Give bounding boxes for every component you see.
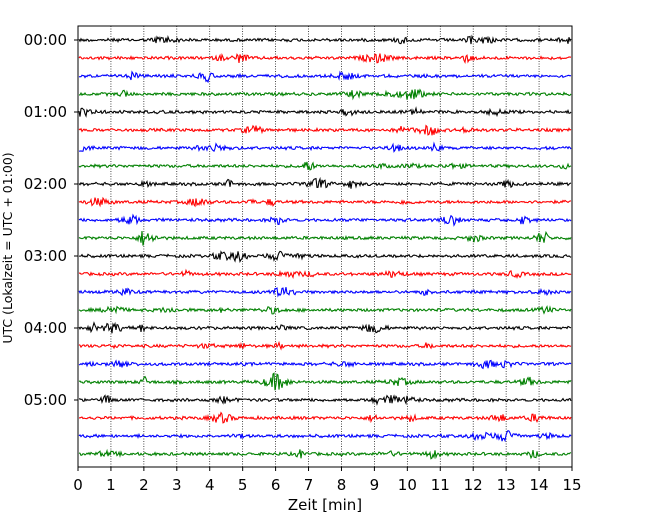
- y-tick-label-02:00: 02:00: [24, 175, 67, 193]
- y-tick-label-03:00: 03:00: [24, 247, 67, 265]
- trace-row-6: [78, 141, 572, 153]
- x-tick-label-3: 3: [172, 476, 182, 494]
- trace-row-4: [78, 106, 572, 118]
- trace-row-15: [78, 305, 572, 315]
- plot-frame: [77, 25, 573, 468]
- x-axis-label: Zeit [min]: [288, 496, 362, 514]
- trace-row-5: [78, 124, 572, 136]
- trace-row-9: [78, 196, 572, 208]
- trace-row-2: [78, 70, 572, 84]
- trace-row-14: [78, 287, 572, 298]
- x-axis-ticks: 0 1 2 3 4 5 6 7 8 9 10 11 12 13 14 15: [73, 467, 582, 494]
- x-tick-label-10: 10: [398, 476, 417, 494]
- trace-row-18: [78, 359, 572, 370]
- y-tick-label-04:00: 04:00: [24, 319, 67, 337]
- x-tick-label-15: 15: [562, 476, 581, 494]
- y-tick-label-00:00: 00:00: [24, 31, 67, 49]
- x-tick-label-14: 14: [530, 476, 549, 494]
- trace-row-19: [78, 372, 572, 391]
- vertical-gridlines: [110, 26, 540, 467]
- trace-row-22: [78, 429, 572, 443]
- x-tick-label-6: 6: [271, 476, 281, 494]
- y-tick-label-01:00: 01:00: [24, 103, 67, 121]
- trace-row-0: [78, 34, 572, 45]
- x-tick-label-8: 8: [337, 476, 347, 494]
- trace-row-16: [78, 321, 572, 334]
- trace-row-11: [78, 230, 572, 246]
- y-tick-label-05:00: 05:00: [24, 391, 67, 409]
- trace-row-3: [78, 88, 572, 101]
- trace-row-13: [78, 268, 572, 280]
- trace-row-1: [78, 52, 572, 65]
- trace-row-20: [78, 394, 572, 406]
- y-axis-label: UTC (Lokalzeit = UTC + 01:00): [0, 152, 15, 343]
- x-tick-label-13: 13: [497, 476, 516, 494]
- x-tick-label-7: 7: [304, 476, 314, 494]
- x-tick-label-12: 12: [464, 476, 483, 494]
- trace-row-23: [78, 448, 572, 460]
- x-tick-label-11: 11: [431, 476, 450, 494]
- trace-row-17: [78, 340, 572, 351]
- trace-row-7: [78, 161, 572, 171]
- x-tick-label-5: 5: [238, 476, 248, 494]
- trace-row-12: [78, 250, 572, 263]
- trace-series-group: [78, 34, 572, 460]
- x-tick-label-1: 1: [106, 476, 116, 494]
- y-axis-ticks: 00:00 01:00 02:00 03:00 04:00 05:00: [24, 31, 78, 409]
- x-tick-label-2: 2: [139, 476, 149, 494]
- trace-row-21: [78, 411, 572, 424]
- trace-row-8: [78, 176, 572, 189]
- trace-row-10: [78, 213, 572, 227]
- x-tick-label-0: 0: [73, 476, 83, 494]
- x-tick-label-4: 4: [205, 476, 215, 494]
- x-tick-label-9: 9: [370, 476, 380, 494]
